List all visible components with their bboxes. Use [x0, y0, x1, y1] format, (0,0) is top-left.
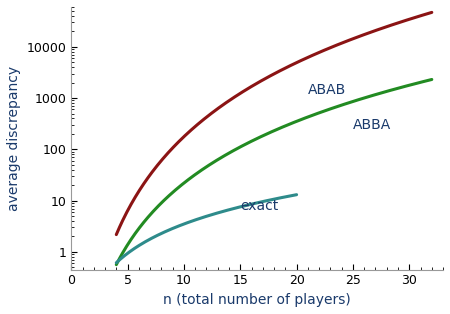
Text: ABAB: ABAB — [308, 83, 346, 97]
Text: exact: exact — [240, 199, 279, 213]
Text: ABBA: ABBA — [353, 118, 391, 132]
Y-axis label: average discrepancy: average discrepancy — [7, 66, 21, 211]
X-axis label: n (total number of players): n (total number of players) — [163, 293, 351, 307]
